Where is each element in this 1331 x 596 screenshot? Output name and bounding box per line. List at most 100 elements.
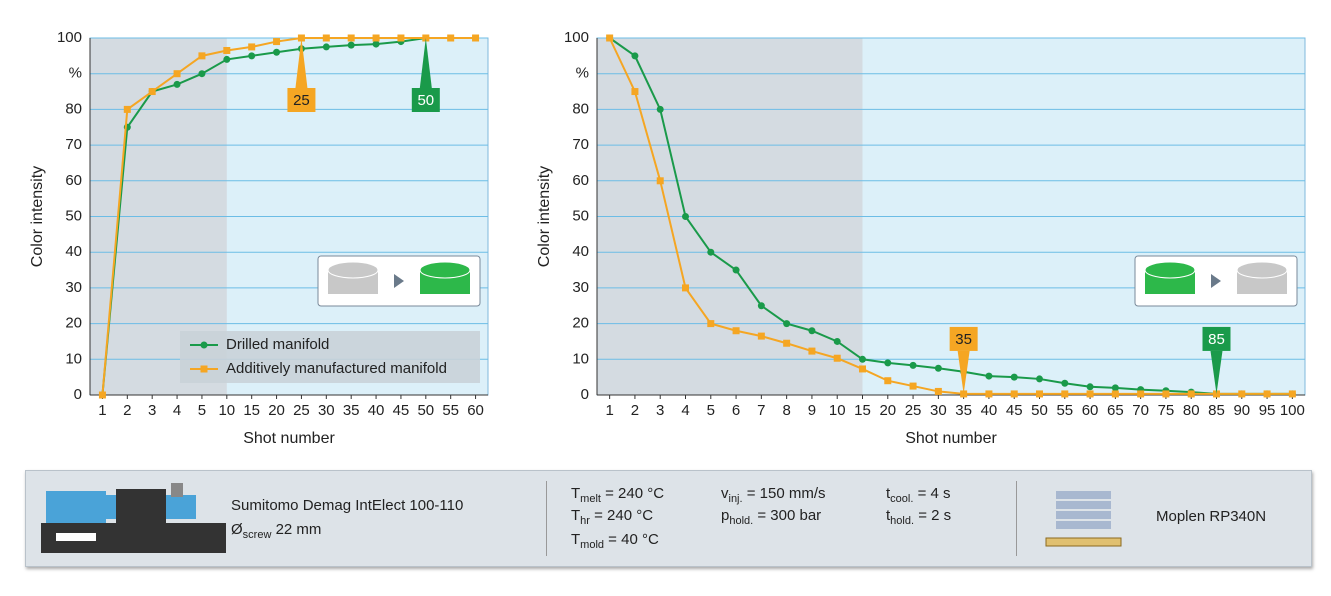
- point: [373, 41, 380, 48]
- legend-label: Drilled manifold: [226, 336, 329, 353]
- point: [273, 49, 280, 56]
- point: [606, 35, 613, 42]
- y-tick-label: 40: [65, 243, 82, 260]
- x-tick-label: 6: [732, 402, 740, 419]
- point: [1011, 374, 1018, 381]
- callout-label: 25: [293, 92, 310, 109]
- parameter: vinj. = 150 mm/s: [721, 485, 826, 505]
- point: [884, 359, 891, 366]
- point: [657, 106, 664, 113]
- y-tick-label: %: [576, 65, 589, 82]
- x-tick-label: 5: [707, 402, 715, 419]
- parameter: Tmold = 40 °C: [571, 531, 659, 551]
- x-axis-title: Shot number: [905, 430, 997, 447]
- point: [859, 365, 866, 372]
- point: [808, 327, 815, 334]
- x-tick-label: 70: [1132, 402, 1149, 419]
- x-tick-label: 30: [930, 402, 947, 419]
- point: [758, 302, 765, 309]
- x-tick-label: 40: [981, 402, 998, 419]
- point: [1137, 390, 1144, 397]
- x-tick-label: 5: [198, 402, 206, 419]
- point: [985, 390, 992, 397]
- point: [99, 392, 106, 399]
- point: [935, 365, 942, 372]
- x-tick-label: 10: [829, 402, 846, 419]
- y-tick-label: 70: [572, 136, 589, 153]
- x-tick-label: 3: [148, 402, 156, 419]
- x-tick-label: 35: [343, 402, 360, 419]
- x-tick-label: 55: [1056, 402, 1073, 419]
- parameter: tcool. = 4 s: [886, 485, 951, 505]
- point: [397, 35, 404, 42]
- part-icon: [1145, 262, 1195, 278]
- y-tick-label: 100: [57, 29, 82, 46]
- point: [223, 47, 230, 54]
- y-tick-label: 80: [572, 100, 589, 117]
- material-icon: [1041, 483, 1131, 553]
- machine: Sumitomo Demag IntElect 100-110: [231, 497, 463, 514]
- point: [783, 340, 790, 347]
- x-tick-label: 60: [1082, 402, 1099, 419]
- x-tick-label: 60: [467, 402, 484, 419]
- point: [682, 284, 689, 291]
- x-tick-label: 15: [243, 402, 260, 419]
- point: [323, 35, 330, 42]
- point: [631, 52, 638, 59]
- x-tick-label: 2: [123, 402, 131, 419]
- x-tick-label: 85: [1208, 402, 1225, 419]
- x-tick-label: 9: [808, 402, 816, 419]
- point: [1188, 390, 1195, 397]
- point: [910, 383, 917, 390]
- part-icon: [420, 262, 470, 278]
- point: [198, 70, 205, 77]
- x-tick-label: 4: [681, 402, 689, 419]
- point: [1112, 384, 1119, 391]
- y-tick-label: 60: [65, 172, 82, 189]
- callout-label: 85: [1208, 331, 1225, 348]
- x-tick-label: 50: [1031, 402, 1048, 419]
- parameter: thold. = 2 s: [886, 507, 951, 527]
- y-tick-label: 70: [65, 136, 82, 153]
- legend-marker: [201, 366, 208, 373]
- x-tick-label: 25: [293, 402, 310, 419]
- y-tick-label: 10: [65, 350, 82, 367]
- x-tick-label: 50: [417, 402, 434, 419]
- x-tick-label: 35: [955, 402, 972, 419]
- y-tick-label: 100: [564, 29, 589, 46]
- point: [472, 35, 479, 42]
- point: [783, 320, 790, 327]
- point: [733, 327, 740, 334]
- point: [859, 356, 866, 363]
- point: [707, 320, 714, 327]
- parameter: phold. = 300 bar: [721, 507, 821, 527]
- point: [223, 56, 230, 63]
- y-tick-label: 0: [74, 386, 82, 403]
- x-tick-label: 4: [173, 402, 181, 419]
- x-axis-title: Shot number: [243, 430, 335, 447]
- point: [1036, 390, 1043, 397]
- x-tick-label: 75: [1158, 402, 1175, 419]
- material: Moplen RP340N: [1156, 508, 1266, 525]
- point: [1162, 390, 1169, 397]
- y-tick-label: %: [69, 65, 82, 82]
- machine-icon: [36, 471, 236, 566]
- point: [935, 388, 942, 395]
- y-axis-title: Color intensity: [536, 166, 553, 267]
- x-tick-label: 3: [656, 402, 664, 419]
- y-axis-title: Color intensity: [29, 166, 46, 267]
- x-tick-label: 10: [218, 402, 235, 419]
- charts: 01020304050607080%1001234510152025303540…: [0, 0, 1331, 470]
- y-tick-label: 10: [572, 350, 589, 367]
- point: [707, 249, 714, 256]
- point: [248, 43, 255, 50]
- y-tick-label: 0: [581, 386, 589, 403]
- y-tick-label: 50: [65, 207, 82, 224]
- point: [1061, 380, 1068, 387]
- point: [1011, 390, 1018, 397]
- point: [1087, 383, 1094, 390]
- x-tick-label: 45: [393, 402, 410, 419]
- y-tick-label: 40: [572, 243, 589, 260]
- point: [1264, 390, 1271, 397]
- y-tick-label: 50: [572, 207, 589, 224]
